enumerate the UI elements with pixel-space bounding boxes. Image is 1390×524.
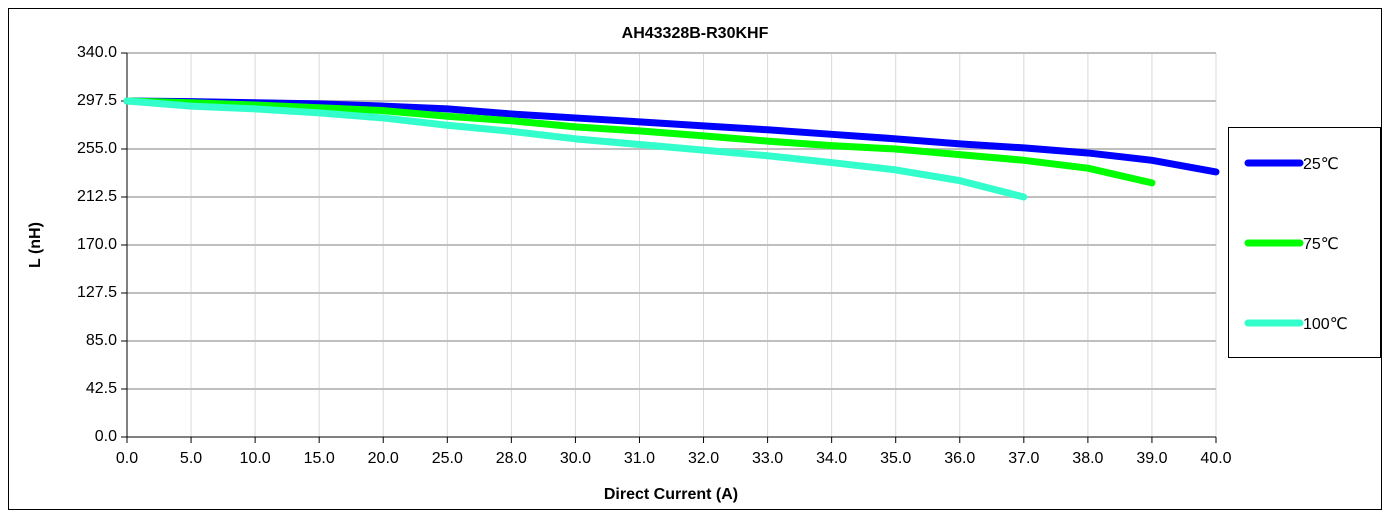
x-tick-label: 10.0 (240, 450, 271, 467)
x-axis-label: Direct Current (A) (604, 486, 738, 503)
y-axis-label: L (nH) (27, 222, 44, 268)
legend-label: 100℃ (1303, 316, 1348, 333)
y-tick-label: 170.0 (77, 236, 117, 253)
x-tick-label: 32.0 (688, 450, 719, 467)
x-tick-label: 5.0 (180, 450, 202, 467)
y-tick-label: 85.0 (86, 332, 117, 349)
x-tick-label: 0.0 (116, 450, 138, 467)
y-tick-label: 297.5 (77, 92, 117, 109)
chart-border (8, 8, 1382, 510)
x-tick-label: 28.0 (496, 450, 527, 467)
x-tick-label: 40.0 (1200, 450, 1231, 467)
x-tick-label: 25.0 (432, 450, 463, 467)
legend-label: 25℃ (1303, 156, 1339, 173)
x-tick-label: 39.0 (1136, 450, 1167, 467)
y-tick-label: 42.5 (86, 380, 117, 397)
data-line (123, 97, 1220, 176)
x-tick-label: 33.0 (752, 450, 783, 467)
x-tick-label: 31.0 (624, 450, 655, 467)
x-tick-label: 30.0 (560, 450, 591, 467)
x-tick-label: 35.0 (880, 450, 911, 467)
y-tick-label: 0.0 (95, 428, 117, 445)
legend-label: 75℃ (1303, 236, 1339, 253)
x-tick-label: 15.0 (304, 450, 335, 467)
chart-title: AH43328B-R30KHF (622, 25, 769, 42)
y-tick-label: 255.0 (77, 140, 117, 157)
y-tick-label: 127.5 (77, 284, 117, 301)
x-tick-label: 38.0 (1072, 450, 1103, 467)
data-line (123, 97, 1028, 201)
data-line (123, 97, 1156, 187)
y-tick-label: 212.5 (77, 188, 117, 205)
x-tick-label: 36.0 (944, 450, 975, 467)
y-tick-label: 340.0 (77, 44, 117, 61)
x-tick-label: 37.0 (1008, 450, 1039, 467)
x-tick-label: 34.0 (816, 450, 847, 467)
x-tick-label: 20.0 (368, 450, 399, 467)
